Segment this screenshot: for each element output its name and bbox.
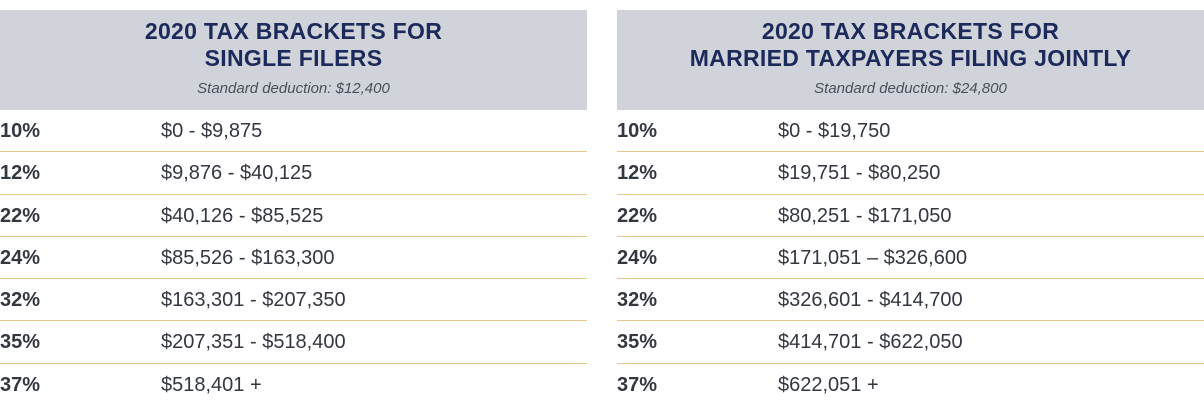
bracket-rate: 10% <box>0 120 41 142</box>
bracket-row: 37% $622,051 + <box>617 364 1204 406</box>
bracket-row: 35% $414,701 - $622,050 <box>617 321 1204 364</box>
bracket-rate: 24% <box>617 246 658 269</box>
bracket-rate: 22% <box>617 204 658 227</box>
bracket-row: 32% $163,301 - $207,350 <box>0 279 587 322</box>
bracket-row: 12% $19,751 - $80,250 <box>617 152 1204 195</box>
married-filers-panel: 2020 TAX BRACKETS FOR MARRIED TAXPAYERS … <box>617 10 1204 406</box>
bracket-range: $326,601 - $414,700 <box>778 289 963 312</box>
single-filers-title-line1: 2020 TAX BRACKETS FOR <box>144 18 443 44</box>
single-brackets-list: 10% $0 - $9,875 12% $9,876 - $40,125 22%… <box>0 110 587 406</box>
bracket-row: 32% $326,601 - $414,700 <box>617 279 1204 322</box>
bracket-row: 10% $0 - $9,875 <box>0 110 587 153</box>
bracket-range: $80,251 - $171,050 <box>778 204 952 227</box>
bracket-rate: 10% <box>617 120 658 142</box>
bracket-range: $19,751 - $80,250 <box>778 162 941 185</box>
bracket-range: $40,126 - $85,525 <box>161 204 324 227</box>
bracket-row: 37% $518,401 + <box>0 364 587 406</box>
married-filers-title-line1: 2020 TAX BRACKETS FOR <box>761 18 1060 44</box>
bracket-range: $85,526 - $163,300 <box>161 246 335 269</box>
bracket-range: $0 - $9,875 <box>161 120 263 142</box>
bracket-row: 12% $9,876 - $40,125 <box>0 152 587 195</box>
single-filers-header: 2020 TAX BRACKETS FOR SINGLE FILERS Stan… <box>0 10 587 110</box>
bracket-rate: 35% <box>617 331 658 354</box>
bracket-row: 22% $80,251 - $171,050 <box>617 195 1204 237</box>
bracket-rate: 24% <box>0 246 41 269</box>
married-standard-deduction: Standard deduction: $24,800 <box>814 80 1007 97</box>
bracket-range: $171,051 – $326,600 <box>778 246 968 269</box>
single-filers-panel: 2020 TAX BRACKETS FOR SINGLE FILERS Stan… <box>0 10 587 406</box>
single-standard-deduction: Standard deduction: $12,400 <box>197 80 390 97</box>
married-filers-title-line2: MARRIED TAXPAYERS FILING JOINTLY <box>689 45 1132 71</box>
bracket-rate: 32% <box>0 289 41 312</box>
married-filers-title: 2020 TAX BRACKETS FOR MARRIED TAXPAYERS … <box>617 18 1204 72</box>
bracket-range: $207,351 - $518,400 <box>161 331 346 354</box>
bracket-range: $518,401 + <box>161 373 262 396</box>
bracket-rate: 22% <box>0 204 41 227</box>
married-filers-header: 2020 TAX BRACKETS FOR MARRIED TAXPAYERS … <box>617 10 1204 110</box>
bracket-row: 24% $85,526 - $163,300 <box>0 237 587 280</box>
single-filers-title-line2: SINGLE FILERS <box>204 45 383 71</box>
bracket-row: 35% $207,351 - $518,400 <box>0 321 587 364</box>
bracket-rate: 37% <box>0 373 41 396</box>
bracket-rate: 12% <box>617 162 658 185</box>
bracket-range: $414,701 - $622,050 <box>778 331 963 354</box>
bracket-range: $9,876 - $40,125 <box>161 162 313 185</box>
bracket-row: 24% $171,051 – $326,600 <box>617 237 1204 280</box>
bracket-row: 10% $0 - $19,750 <box>617 110 1204 153</box>
bracket-rate: 12% <box>0 162 41 185</box>
married-brackets-list: 10% $0 - $19,750 12% $19,751 - $80,250 2… <box>617 110 1204 406</box>
bracket-range: $622,051 + <box>778 373 879 396</box>
bracket-row: 22% $40,126 - $85,525 <box>0 195 587 237</box>
bracket-rate: 32% <box>617 289 658 312</box>
bracket-range: $163,301 - $207,350 <box>161 289 346 312</box>
single-filers-title: 2020 TAX BRACKETS FOR SINGLE FILERS <box>0 18 587 72</box>
bracket-rate: 35% <box>0 331 41 354</box>
bracket-range: $0 - $19,750 <box>778 120 891 142</box>
bracket-rate: 37% <box>617 373 658 396</box>
